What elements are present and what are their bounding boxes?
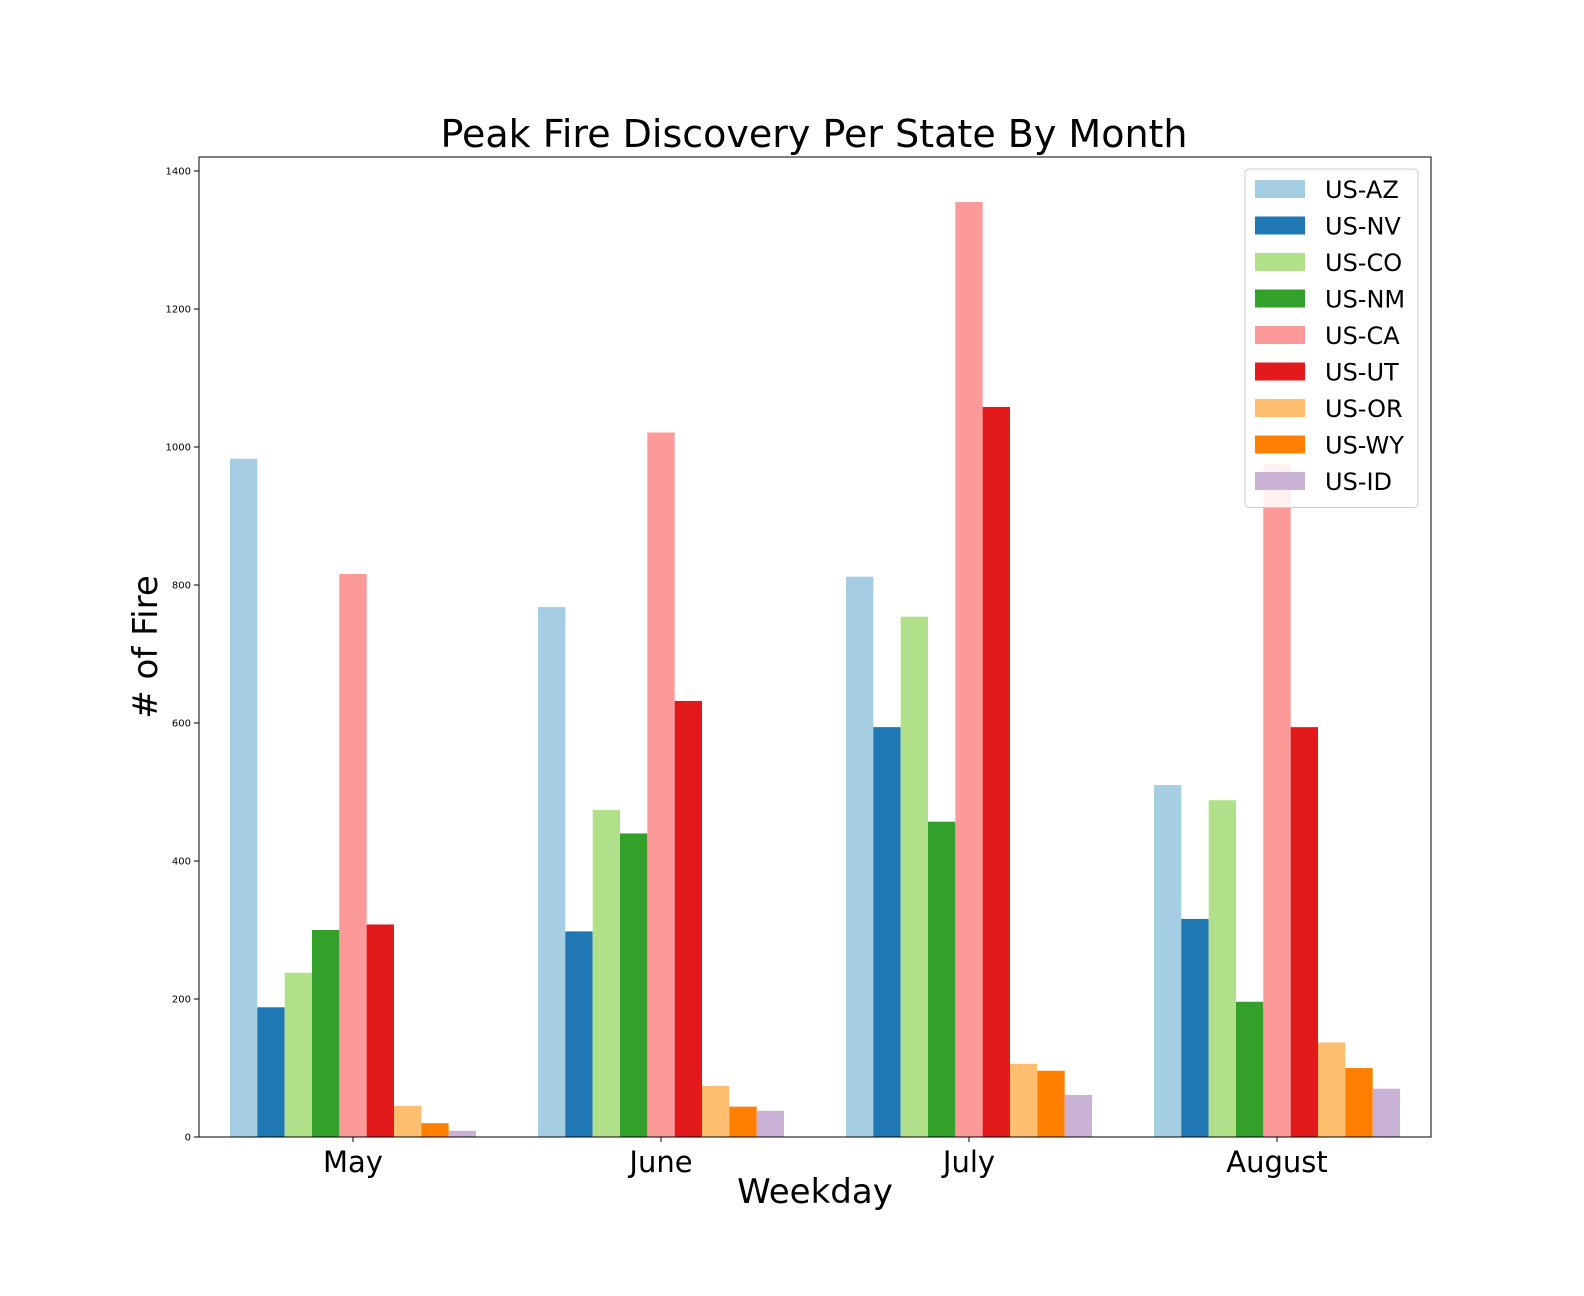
bar-us-wy-may [421, 1123, 449, 1137]
bar-us-nm-june [620, 833, 648, 1137]
legend-label-us-id: US-ID [1325, 468, 1392, 496]
legend-swatch-us-ca [1255, 326, 1305, 344]
bar-us-ut-august [1290, 727, 1318, 1137]
bar-us-ut-june [674, 700, 702, 1137]
legend-swatch-us-az [1255, 180, 1305, 198]
chart-title: Peak Fire Discovery Per State By Month [440, 112, 1187, 156]
legend-label-us-co: US-CO [1325, 249, 1402, 277]
x-axis-ticks: May June July August [323, 1137, 1328, 1179]
y-tick-label: 800 [172, 581, 191, 592]
y-tick-label: 1400 [166, 167, 191, 178]
bar-us-ut-july [982, 406, 1010, 1138]
bar-us-az-august [1154, 785, 1182, 1137]
bar-us-ut-may [366, 924, 394, 1137]
legend-swatch-us-co [1255, 253, 1305, 271]
bar-us-az-july [846, 576, 874, 1137]
legend-swatch-us-ut [1255, 362, 1305, 381]
bar-us-ca-may [339, 573, 367, 1137]
y-tick-label: 600 [172, 719, 191, 730]
bar-us-nm-july [928, 821, 956, 1137]
x-tick-label-june: June [627, 1145, 692, 1179]
bar-us-co-may [284, 972, 312, 1137]
legend-swatch-us-or [1255, 399, 1305, 417]
legend: US-AZ US-NV US-CO US-NM US-CA US-UT US-OR US-WY… [1244, 168, 1419, 508]
legend-label-us-or: US-OR [1325, 395, 1403, 423]
bar-us-or-august [1318, 1042, 1346, 1137]
legend-label-us-nv: US-NV [1325, 213, 1401, 241]
x-tick-label-august: August [1226, 1145, 1328, 1179]
bar-us-co-july [900, 616, 928, 1137]
bar-us-wy-august [1345, 1068, 1373, 1137]
legend-label-us-nm: US-NM [1325, 286, 1405, 314]
bar-us-wy-june [729, 1106, 757, 1137]
bars-group [230, 202, 1400, 1138]
bar-us-id-may [448, 1130, 476, 1137]
bar-us-or-june [702, 1085, 730, 1137]
y-axis-ticks: 0 200 400 600 800 1000 1200 1400 [166, 167, 199, 1144]
legend-swatch-us-nv [1255, 216, 1305, 235]
x-tick-label-may: May [323, 1145, 383, 1179]
bar-us-nm-may [312, 930, 340, 1137]
y-axis-label: # of Fire [126, 575, 166, 719]
bar-us-ca-july [955, 202, 983, 1138]
bar-us-nm-august [1236, 1001, 1264, 1137]
legend-swatch-us-wy [1255, 435, 1305, 454]
bar-us-co-june [592, 809, 620, 1137]
bar-us-nv-june [565, 931, 593, 1137]
x-axis-label: Weekday [737, 1172, 893, 1212]
y-tick-label: 200 [172, 995, 191, 1006]
bar-us-ca-august [1263, 464, 1291, 1137]
x-tick-label-july: July [941, 1145, 995, 1179]
y-tick-label: 0 [185, 1133, 191, 1144]
bar-us-id-june [756, 1110, 784, 1137]
bar-us-or-may [394, 1105, 422, 1137]
bar-us-id-august [1372, 1088, 1400, 1137]
legend-label-us-az: US-AZ [1325, 176, 1399, 204]
y-tick-label: 400 [172, 857, 191, 868]
bar-us-nv-august [1181, 918, 1209, 1137]
y-tick-label: 1200 [166, 305, 191, 316]
y-tick-label: 1000 [166, 443, 191, 454]
legend-label-us-ca: US-CA [1325, 322, 1400, 350]
bar-us-az-june [538, 607, 566, 1137]
legend-swatch-us-nm [1255, 289, 1305, 308]
bar-us-co-august [1208, 800, 1236, 1137]
bar-us-nv-july [873, 727, 901, 1137]
bar-us-id-july [1064, 1094, 1092, 1137]
legend-label-us-ut: US-UT [1325, 359, 1399, 387]
bar-us-wy-july [1037, 1070, 1065, 1137]
legend-label-us-wy: US-WY [1325, 432, 1404, 460]
bar-us-nv-may [257, 1007, 285, 1137]
plot-frame [198, 156, 1432, 1138]
bar-us-or-july [1010, 1063, 1038, 1137]
bar-us-ca-june [647, 432, 675, 1137]
legend-swatch-us-id [1255, 472, 1305, 490]
bar-us-az-may [230, 458, 258, 1138]
